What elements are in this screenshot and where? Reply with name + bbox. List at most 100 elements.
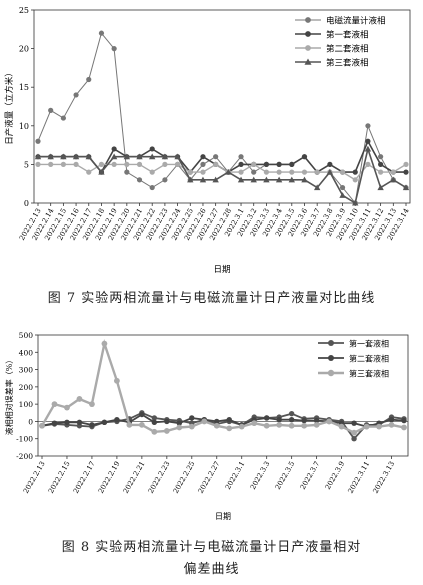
fig8-ytick-label-2: 0 [28,417,33,426]
fig7-point-2-2 [60,161,66,167]
fig7-y-axis-label: 日产液量（立方米） [4,68,15,145]
fig8-ytick-label-3: 100 [19,400,34,409]
fig7-ytick-label-3: 15 [19,83,29,92]
fig8-point-2-20 [288,422,295,429]
fig8-point-1-28 [388,417,395,423]
fig7-point-2-29 [403,161,409,167]
fig8-xtick-label-4: 2022.2.21 [122,460,147,495]
fig7-point-0-1 [48,107,54,113]
fig8-xtick-label-9: 2022.3.3 [249,460,272,491]
fig7-point-2-1 [48,161,54,167]
fig7-point-1-25 [352,169,358,175]
fig8-legend-label-0: 第一套液相 [349,339,389,349]
fig8-point-1-22 [313,417,320,424]
fig7-legend-label-1: 第一套液相 [326,30,369,41]
fig8-point-2-7 [126,421,133,428]
fig8-point-2-25 [351,429,357,436]
caption-figure-7: 图 7 实验两相流量计与电磁流量计日产液量对比曲线 [47,291,376,306]
fig7-legend-marker-1 [305,31,311,37]
fig8-series-line-1 [41,413,405,428]
fig7-point-2-20 [289,169,295,175]
fig7-point-3-6 [110,153,118,160]
fig7-point-2-24 [339,169,346,175]
fig8-point-2-16 [238,423,245,430]
fig7-point-2-9 [149,169,155,175]
fig8-point-2-19 [276,421,283,428]
fig8-point-1-6 [114,417,120,423]
fig8-ytick-label-4: 200 [19,383,34,392]
fig8-point-1-12 [189,415,195,421]
fig8-ytick-label-0: -200 [16,452,33,461]
fig8-series-line-0 [41,411,405,441]
fig7-point-3-12 [187,176,194,183]
fig7-point-3-21 [301,176,308,183]
fig8-xtick-label-0: 2022.2.13 [22,460,47,495]
fig7-point-2-4 [86,169,92,175]
fig7-point-0-17 [251,169,257,175]
fig8-point-2-29 [401,424,407,431]
fig7-point-3-18 [263,176,270,183]
fig7-point-3-13 [199,176,207,183]
fig7-point-0-14 [213,154,219,160]
fig7-point-3-29 [402,184,410,191]
fig8-point-2-13 [201,418,208,425]
fig7-series-line-0 [37,32,407,205]
fig8-point-2-12 [188,423,195,430]
fig7-point-3-4 [85,153,92,160]
fig7-point-3-0 [34,153,42,160]
fig8-point-2-15 [226,425,233,432]
fig7-point-0-6 [111,46,117,52]
fig8-point-1-4 [89,422,95,428]
fig7-point-2-7 [124,161,130,167]
fig8-plot-frame [37,334,409,457]
figure-8: -200 -100 0 100 200 300 400 500 2022.2.13 2022.2.… [0,323,423,523]
fig7-point-2-21 [301,169,308,175]
fig7-point-3-17 [250,176,257,183]
chart-daily-liquid-comparison: 05101520252022.2.132022.2.142022.2.15202… [4,6,411,275]
fig7-series-0 [35,30,409,206]
fig8-point-1-1 [51,420,58,426]
fig8-xtick-label-5: 2022.2.23 [147,460,172,495]
fig7-point-3-1 [47,153,54,160]
fig7-ytick-label-2: 10 [19,122,29,131]
fig7-point-0-7 [124,169,130,175]
fig8-point-2-26 [363,423,370,430]
fig7-plot-frame [33,9,411,204]
fig7-point-2-25 [352,177,358,183]
fig7-point-0-26 [365,123,371,129]
fig8-point-1-29 [401,417,407,424]
fig8-ytick-label-7: 500 [19,331,34,340]
fig8-point-2-21 [301,422,308,429]
fig7-point-2-8 [136,161,143,167]
fig8-point-1-18 [263,415,270,421]
fig8-xtick-label-10: 2022.3.5 [274,460,297,491]
fig7-point-1-13 [200,154,206,160]
fig8-point-2-9 [151,428,158,435]
fig7-point-2-0 [35,161,41,167]
fig8-point-2-11 [176,424,183,431]
fig8-ytick-label-5: 300 [19,366,34,375]
fig8-point-2-14 [213,422,220,429]
fig8-xtick-label-8: 2022.3.1 [224,460,247,491]
caption-figure-8-line1: 图 8 实验两相流量计与电磁流量计日产液量相对 [61,540,362,555]
fig7-point-0-27 [378,154,384,160]
fig8-series-2 [39,339,407,436]
fig7-point-2-13 [200,169,206,175]
fig7-point-3-24 [339,192,346,198]
fig7-point-1-27 [378,161,384,167]
fig7-point-2-17 [251,161,257,167]
fig7-point-3-14 [212,176,219,183]
fig8-point-2-17 [251,420,258,427]
figure-7: 0 5 10 15 20 25 2022.2.13 2022.2.14 2022.2.15 202… [0,0,423,280]
fig7-series-line-3 [38,146,407,205]
fig8-point-2-3 [76,396,83,402]
fig7-point-0-9 [149,184,155,191]
fig8-point-1-14 [214,418,220,425]
fig8-point-2-27 [376,423,382,430]
fig7-point-0-2 [60,115,66,121]
fig8-point-2-2 [64,404,70,411]
fig8-point-1-9 [151,419,158,425]
fig7-point-0-16 [238,154,244,160]
